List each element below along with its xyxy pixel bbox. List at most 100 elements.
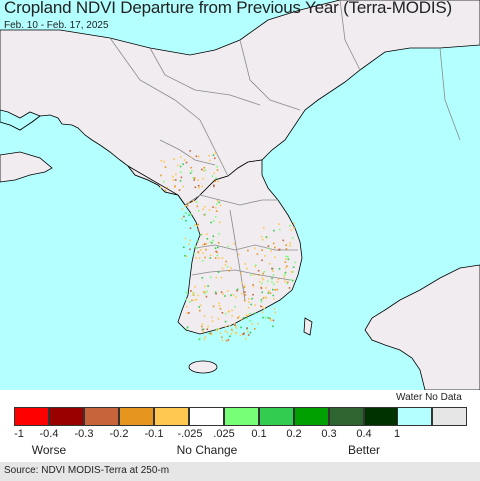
ndvi-pixel — [219, 307, 222, 310]
ndvi-pixel — [240, 326, 242, 329]
ndvi-pixel — [224, 312, 227, 315]
ndvi-pixel — [224, 325, 227, 328]
ndvi-pixel — [179, 165, 182, 168]
ndvi-pixel — [221, 339, 224, 342]
ndvi-pixel — [215, 292, 217, 295]
ndvi-pixel — [246, 317, 249, 319]
ndvi-pixel — [265, 236, 268, 238]
ndvi-pixel — [241, 282, 243, 284]
ndvi-pixel — [252, 293, 254, 296]
ndvi-pixel — [265, 316, 267, 319]
ndvi-pixel — [164, 166, 167, 168]
ndvi-pixel — [277, 278, 280, 281]
ndvi-pixel — [291, 237, 294, 239]
ndvi-pixel — [234, 306, 236, 308]
ndvi-pixel — [203, 206, 206, 208]
ndvi-pixel — [251, 323, 253, 325]
ndvi-pixel — [236, 289, 238, 292]
ndvi-pixel — [205, 295, 208, 298]
ndvi-pixel — [202, 252, 204, 254]
ndvi-pixel — [197, 252, 200, 254]
ndvi-pixel — [202, 328, 205, 331]
ndvi-pixel — [213, 184, 215, 187]
ndvi-pixel — [270, 250, 272, 252]
ndvi-pixel — [196, 247, 198, 250]
ndvi-pixel — [212, 206, 214, 208]
ndvi-pixel — [215, 276, 218, 279]
ndvi-pixel — [265, 287, 267, 289]
ndvi-pixel — [213, 185, 215, 188]
ndvi-pixel — [175, 173, 177, 176]
ndvi-pixel — [220, 291, 223, 293]
ndvi-pixel — [199, 304, 202, 307]
legend-tick: -1 — [14, 428, 24, 440]
ndvi-pixel — [269, 317, 271, 320]
legend-tick: -0.2 — [109, 428, 129, 440]
date-range: Feb. 10 - Feb. 17, 2025 — [4, 20, 109, 31]
ndvi-pixel — [272, 270, 274, 272]
ndvi-pixel — [216, 165, 218, 168]
ndvi-pixel — [186, 312, 188, 314]
ndvi-pixel — [166, 186, 169, 189]
ndvi-pixel — [204, 243, 206, 245]
ndvi-pixel — [210, 332, 212, 334]
ndvi-pixel — [205, 243, 208, 245]
ndvi-pixel — [203, 291, 205, 293]
ndvi-pixel — [221, 257, 224, 259]
ndvi-pixel — [261, 282, 263, 285]
ndvi-pixel — [213, 172, 215, 174]
ndvi-pixel — [274, 246, 276, 249]
ndvi-pixel — [217, 318, 220, 320]
ndvi-pixel — [195, 298, 198, 301]
japan-land — [364, 264, 480, 390]
ndvi-pixel — [268, 262, 271, 265]
ndvi-pixel — [196, 240, 199, 242]
ndvi-pixel — [245, 338, 247, 340]
ndvi-pixel — [224, 330, 227, 332]
ndvi-pixel — [188, 312, 190, 314]
ndvi-pixel — [215, 328, 218, 330]
ndvi-pixel — [291, 271, 293, 273]
ndvi-pixel — [268, 290, 270, 292]
legend-tick: 0.3 — [321, 428, 337, 440]
ndvi-pixel — [293, 226, 296, 229]
legend-tick: -0.1 — [144, 428, 164, 440]
ndvi-pixel — [260, 287, 263, 289]
ndvi-pixel — [204, 292, 206, 295]
ndvi-pixel — [261, 259, 263, 262]
ndvi-pixel — [198, 257, 201, 259]
ndvi-pixel — [202, 177, 205, 180]
ndvi-pixel — [190, 166, 193, 169]
ndvi-pixel — [274, 256, 276, 259]
legend-swatch — [329, 407, 364, 426]
legend-swatch — [364, 407, 399, 426]
map-title: Cropland NDVI Departure from Previous Ye… — [4, 0, 452, 17]
ndvi-pixel — [192, 177, 195, 179]
ndvi-pixel — [261, 306, 264, 308]
ndvi-pixel — [216, 200, 219, 202]
ndvi-pixel — [292, 266, 295, 268]
ndvi-pixel — [214, 152, 217, 154]
ndvi-pixel — [194, 245, 196, 248]
ndvi-pixel — [247, 334, 250, 336]
ndvi-pixel — [236, 288, 239, 291]
ndvi-pixel — [183, 246, 185, 248]
ndvi-pixel — [199, 234, 202, 236]
ndvi-pixel — [185, 219, 187, 222]
ndvi-pixel — [285, 244, 287, 246]
ndvi-pixel — [215, 250, 217, 253]
ndvi-pixel — [211, 242, 213, 244]
ndvi-pixel — [221, 267, 224, 270]
ndvi-pixel — [246, 267, 248, 270]
ndvi-pixel — [199, 309, 201, 312]
ndvi-pixel — [193, 224, 196, 226]
ndvi-pixel — [207, 325, 209, 328]
ndvi-pixel — [291, 279, 294, 282]
ndvi-pixel — [272, 288, 274, 291]
ndvi-pixel — [234, 326, 237, 328]
ndvi-pixel — [189, 172, 192, 174]
ndvi-pixel — [190, 156, 193, 159]
ndvi-pixel — [235, 296, 237, 298]
ndvi-pixel — [261, 311, 264, 314]
ndvi-pixel — [284, 280, 287, 283]
